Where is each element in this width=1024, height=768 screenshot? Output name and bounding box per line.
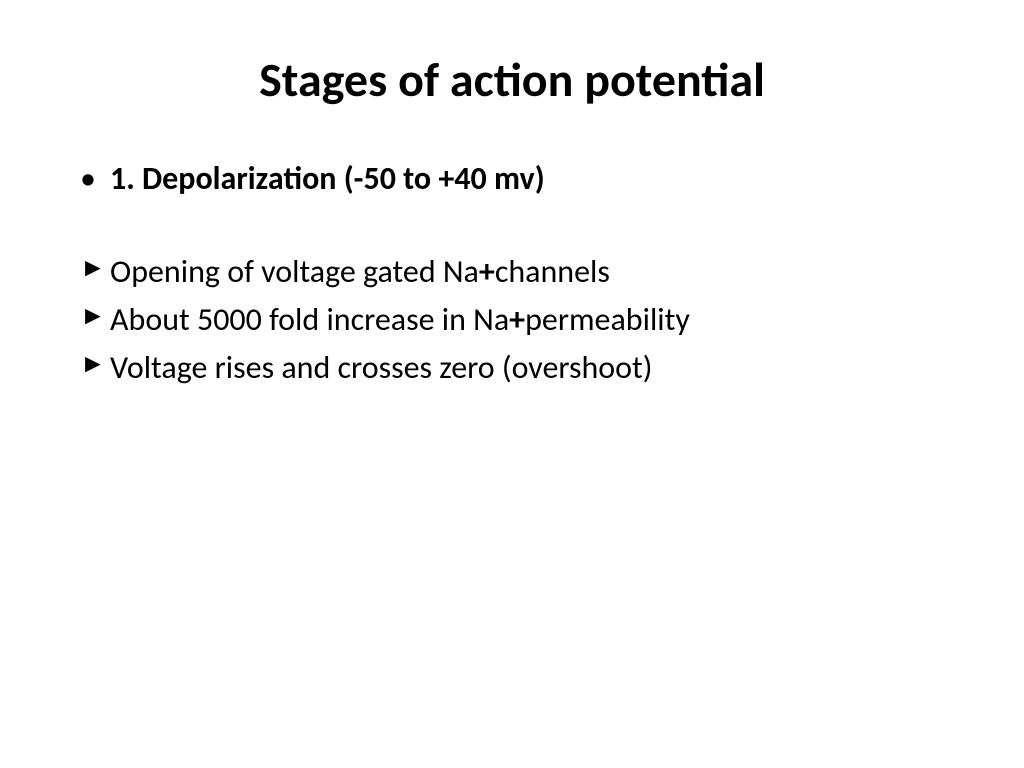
- slide-title: Stages of action potential: [60, 50, 964, 109]
- arrow-item-suffix: permeability: [525, 300, 690, 339]
- arrow-item-bold: +: [479, 252, 495, 291]
- arrow-item-1: About 5000 fold increase in Na+permeabil…: [80, 296, 964, 344]
- arrow-item-bold: +: [509, 300, 525, 339]
- arrow-item-prefix: About 5000 fold increase in Na: [110, 300, 509, 339]
- arrow-item-2: Voltage rises and crosses zero (overshoo…: [80, 344, 964, 392]
- arrow-item-prefix: Voltage rises and crosses zero (overshoo…: [110, 348, 652, 387]
- arrow-list: Opening of voltage gated Na+channels Abo…: [60, 248, 964, 392]
- arrow-item-0: Opening of voltage gated Na+channels: [80, 248, 964, 296]
- main-bullet-item: 1. Depolarization (-50 to +40 mv): [110, 159, 964, 198]
- arrow-item-suffix: channels: [495, 252, 610, 291]
- arrow-item-prefix: Opening of voltage gated Na: [110, 252, 479, 291]
- main-bullet-section: 1. Depolarization (-50 to +40 mv): [60, 159, 964, 198]
